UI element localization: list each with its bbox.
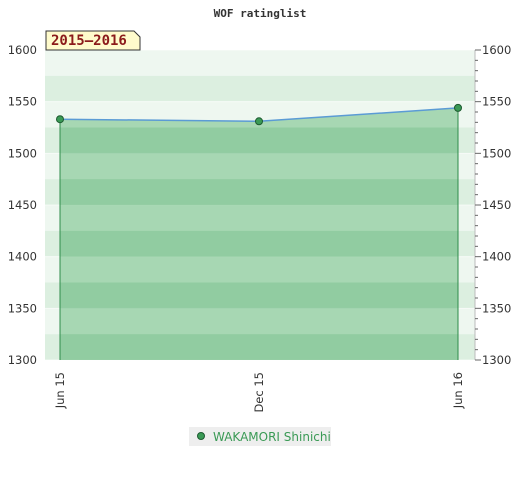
y-axis-right: 1300 1350 1400 1450 1500 1550 1600: [474, 43, 511, 367]
season-badge: 2015–2016: [45, 30, 141, 51]
grid-band: [45, 75, 475, 102]
y-tick-label-right: 1300: [482, 353, 511, 367]
chart-title: WOF ratinglist: [214, 7, 307, 20]
area-stripe: [60, 282, 458, 309]
area-stripe: [60, 127, 458, 154]
legend-marker-icon: [197, 432, 205, 440]
drop-lines: [59, 107, 459, 360]
x-tick-label: Jun 15: [53, 372, 67, 409]
area-polygon: [60, 107, 458, 360]
data-point[interactable]: [56, 115, 64, 124]
season-label: 2015–2016: [51, 33, 127, 49]
y-tick-label-left: 1450: [8, 198, 37, 212]
area-fill: [60, 107, 458, 360]
y-tick-label-right: 1450: [482, 198, 511, 212]
y-tick-label-right: 1350: [482, 301, 511, 315]
y-tick-label-right: 1600: [482, 43, 511, 57]
legend-box: [189, 427, 331, 446]
y-tick-label-left: 1350: [8, 301, 37, 315]
y-tick-label-right: 1500: [482, 146, 511, 160]
x-axis: Jun 15 Dec 15 Jun 16: [53, 372, 465, 413]
y-tick-label-left: 1600: [8, 43, 37, 57]
y-tick-label-right: 1550: [482, 95, 511, 109]
grid-band: [45, 50, 475, 76]
y-axis-left: 1300 1350 1400 1450 1500 1550 1600: [8, 43, 37, 367]
data-points[interactable]: [56, 103, 462, 126]
data-point[interactable]: [255, 117, 263, 126]
y-tick-label-left: 1500: [8, 146, 37, 160]
y-tick-label-right: 1400: [482, 250, 511, 264]
area-stripe: [60, 230, 458, 257]
legend-series-name: WAKAMORI Shinichi: [213, 430, 331, 444]
area-stripe: [60, 179, 458, 205]
legend[interactable]: WAKAMORI Shinichi: [189, 427, 331, 446]
y-tick-label-left: 1300: [8, 353, 37, 367]
data-point[interactable]: [454, 103, 462, 112]
y-tick-label-left: 1400: [8, 250, 37, 264]
season-badge-box: [45, 30, 141, 51]
x-tick-label: Dec 15: [252, 372, 266, 413]
area-stripes: [60, 127, 458, 360]
area-stripe: [60, 334, 458, 360]
x-tick-label: Jun 16: [451, 372, 465, 409]
y-tick-label-left: 1550: [8, 95, 37, 109]
